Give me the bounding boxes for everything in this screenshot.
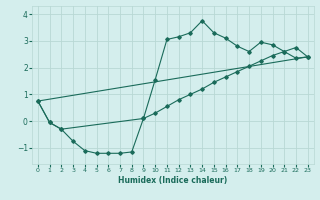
X-axis label: Humidex (Indice chaleur): Humidex (Indice chaleur) <box>118 176 228 185</box>
